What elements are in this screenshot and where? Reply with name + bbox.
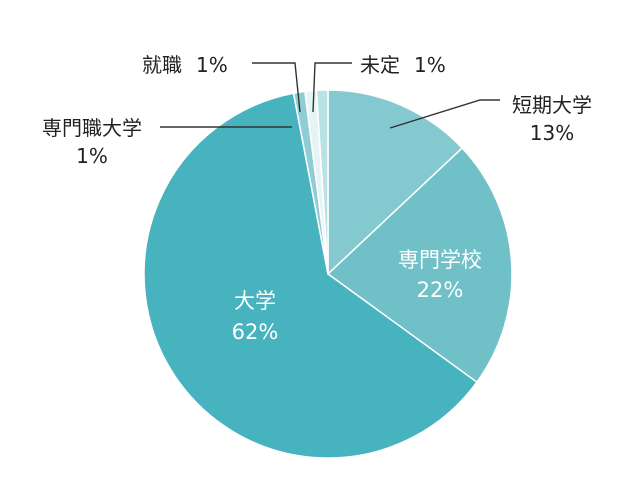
slice-label-shushoku: 就職: [142, 53, 182, 77]
slice-label-daigaku: 大学: [234, 289, 276, 313]
slice-value-senmonshoku-daigaku: 1%: [76, 144, 108, 168]
slice-label-senmon-gakko: 専門学校: [398, 248, 482, 272]
leader-lines: [160, 62, 500, 129]
slice-value-tanki-daigaku: 13%: [530, 121, 574, 145]
slice-label-mitei: 未定: [360, 53, 400, 77]
pie-slice-senmon-gakko: [326, 146, 513, 384]
slice-value-daigaku: 62%: [232, 320, 279, 344]
pie-slice-tanki-daigaku: [327, 89, 464, 276]
pie-slice-mitei: [315, 89, 329, 275]
slice-value-senmon-gakko: 22%: [417, 278, 464, 302]
pie-slice-daigaku: [143, 92, 478, 459]
leader-line-shushoku: [252, 62, 301, 113]
pie-slices: [143, 89, 513, 459]
slice-label-senmonshoku-daigaku: 専門職大学: [42, 116, 142, 140]
slice-value-shushoku: 1%: [196, 53, 228, 77]
slice-label-tanki-daigaku: 短期大学: [512, 93, 592, 117]
leader-line-tanki-daigaku: [389, 99, 500, 129]
leader-line-mitei: [312, 62, 352, 113]
slice-value-mitei: 1%: [414, 53, 446, 77]
